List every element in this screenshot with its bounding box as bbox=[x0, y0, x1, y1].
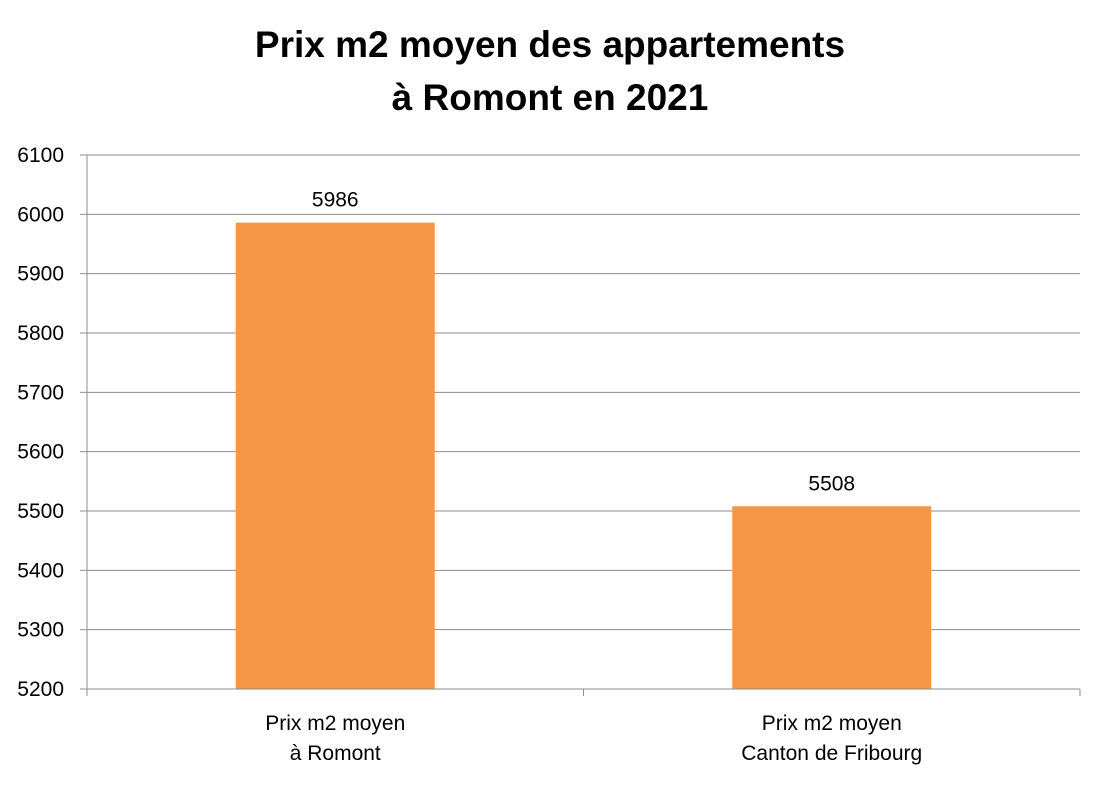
bars bbox=[235, 222, 932, 689]
bar bbox=[235, 222, 435, 689]
category-labels: Prix m2 moyen à Romont Prix m2 moyen Canton… bbox=[265, 712, 922, 765]
category-label: à Romont bbox=[290, 742, 381, 765]
y-tick-label: 5300 bbox=[17, 619, 64, 642]
data-label: 5986 bbox=[312, 189, 359, 212]
bar bbox=[732, 506, 932, 689]
y-tick-label: 5800 bbox=[17, 322, 64, 345]
y-tick-label: 5400 bbox=[17, 559, 64, 582]
category-label: Prix m2 moyen bbox=[762, 712, 902, 735]
category-label: Prix m2 moyen bbox=[265, 712, 405, 735]
y-tick-label: 6000 bbox=[17, 203, 64, 226]
y-tick-label: 6100 bbox=[17, 144, 64, 167]
category-label: Canton de Fribourg bbox=[741, 742, 922, 765]
y-axis-ticks: 5200 5300 5400 5500 5600 5700 5800 5900 6000 6100 bbox=[17, 144, 64, 701]
y-tick-label: 5500 bbox=[17, 500, 64, 523]
axes bbox=[80, 154, 1081, 696]
y-tick-label: 5900 bbox=[17, 263, 64, 286]
y-tick-label: 5200 bbox=[17, 678, 64, 701]
data-label: 5508 bbox=[808, 472, 855, 495]
chart-title-line-1: Prix m2 moyen des appartements bbox=[255, 24, 845, 65]
chart-title-line-2: à Romont en 2021 bbox=[392, 77, 709, 118]
data-labels: 5986 5508 bbox=[312, 189, 855, 496]
y-tick-label: 5600 bbox=[17, 441, 64, 464]
y-tick-label: 5700 bbox=[17, 381, 64, 404]
